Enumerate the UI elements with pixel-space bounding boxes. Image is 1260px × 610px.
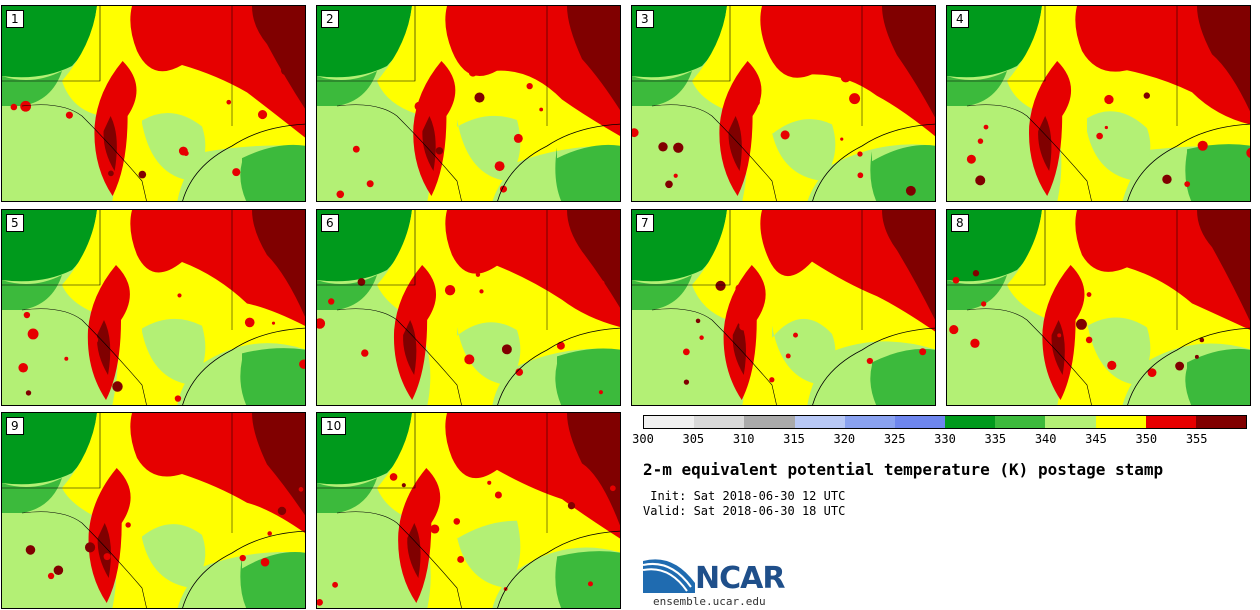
member-number-label: 3 <box>636 10 654 28</box>
colorbar-segment <box>744 416 795 428</box>
member-number-label: 8 <box>951 214 969 232</box>
member-panel: 4 <box>946 5 1251 202</box>
member-number-label: 5 <box>6 214 24 232</box>
colorbar-tick-label: 300 <box>632 432 654 446</box>
colorbar-segment <box>1045 416 1096 428</box>
init-time: Init: Sat 2018-06-30 12 UTC <box>643 489 846 503</box>
valid-time: Valid: Sat 2018-06-30 18 UTC <box>643 504 846 518</box>
colorbar-tick-label: 325 <box>883 432 906 446</box>
member-panel: 8 <box>946 209 1251 406</box>
member-number-label: 1 <box>6 10 24 28</box>
ncar-logo-icon <box>643 559 695 593</box>
theta-e-map <box>2 413 305 608</box>
colorbar-segment <box>694 416 745 428</box>
member-number-label: 4 <box>951 10 969 28</box>
theta-e-map <box>632 6 935 201</box>
colorbar-segment <box>894 416 946 428</box>
site-url: ensemble.ucar.edu <box>653 595 766 608</box>
colorbar-tick-label: 315 <box>783 432 805 446</box>
theta-e-map <box>2 210 305 405</box>
member-number-label: 10 <box>321 417 347 435</box>
colorbar <box>643 415 1247 429</box>
colorbar-tick-label: 305 <box>682 432 705 446</box>
ncar-logo-text: NCAR <box>695 561 785 596</box>
colorbar-segment <box>644 416 695 428</box>
colorbar-tick-label: 310 <box>732 432 755 446</box>
colorbar-tick-label: 330 <box>934 432 956 446</box>
member-number-label: 9 <box>6 417 24 435</box>
colorbar-segment <box>1095 416 1146 428</box>
member-panel: 2 <box>316 5 621 202</box>
colorbar-tick-label: 335 <box>984 432 1007 446</box>
member-panel: 10 <box>316 412 621 609</box>
member-panel: 7 <box>631 209 936 406</box>
member-panel: 5 <box>1 209 306 406</box>
theta-e-map <box>947 210 1250 405</box>
theta-e-map <box>317 210 620 405</box>
colorbar-segment <box>1195 416 1247 428</box>
theta-e-map <box>947 6 1250 201</box>
colorbar-tick-label: 345 <box>1085 432 1107 446</box>
colorbar-segment <box>794 416 845 428</box>
member-panel: 3 <box>631 5 936 202</box>
colorbar-tick-label: 320 <box>833 432 856 446</box>
colorbar-segment <box>844 416 895 428</box>
member-number-label: 7 <box>636 214 654 232</box>
theta-e-map <box>317 6 620 201</box>
theta-e-map <box>2 6 305 201</box>
chart-title: 2-m equivalent potential temperature (K)… <box>643 460 1164 479</box>
colorbar-tick-label: 340 <box>1034 432 1057 446</box>
colorbar-tick-label: 350 <box>1135 432 1158 446</box>
member-panel: 6 <box>316 209 621 406</box>
member-panel: 9 <box>1 412 306 609</box>
colorbar-tick-label: 355 <box>1185 432 1208 446</box>
theta-e-map <box>632 210 935 405</box>
colorbar-segment <box>995 416 1046 428</box>
theta-e-map <box>317 413 620 608</box>
colorbar-segment <box>1145 416 1196 428</box>
member-number-label: 2 <box>321 10 339 28</box>
member-number-label: 6 <box>321 214 339 232</box>
member-panel: 1 <box>1 5 306 202</box>
colorbar-segment <box>945 416 996 428</box>
